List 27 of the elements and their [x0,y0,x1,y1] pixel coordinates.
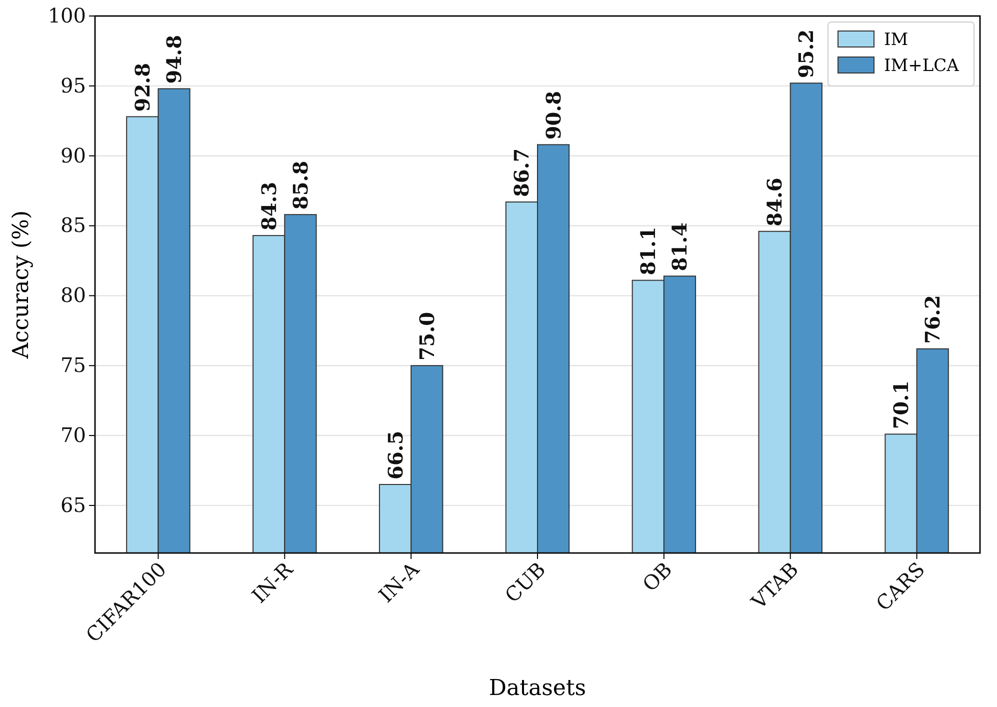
y-tick-label: 90 [60,143,86,168]
data-label: 84.6 [762,178,787,226]
x-tick-label: OB [638,557,677,596]
legend-label: IM [884,30,908,50]
data-label: 94.8 [162,35,186,84]
y-tick-label: 65 [60,492,86,517]
data-label: 75.0 [414,312,439,361]
data-label: 76.2 [920,295,945,344]
data-label: 95.2 [794,29,818,78]
data-label: 92.8 [130,62,154,112]
y-tick-label: 70 [60,422,86,447]
y-tick-label: 75 [60,353,86,378]
data-label: 81.4 [668,222,692,272]
data-label: 86.7 [510,148,534,197]
data-label: 70.1 [888,380,913,430]
legend-label: IM+LCA [884,56,960,76]
y-tick-label: 80 [60,283,86,308]
data-label: 90.8 [541,90,566,140]
y-tick-label: 85 [60,213,86,238]
data-label: 81.1 [636,226,660,276]
data-label: 84.3 [256,182,281,231]
y-axis-title: Accuracy (%) [9,210,34,360]
data-label: 85.8 [288,160,312,210]
x-axis-title: Datasets [488,676,586,701]
y-tick-label: 100 [48,3,86,28]
y-tick-label: 95 [60,73,86,98]
data-label: 66.5 [383,430,408,480]
